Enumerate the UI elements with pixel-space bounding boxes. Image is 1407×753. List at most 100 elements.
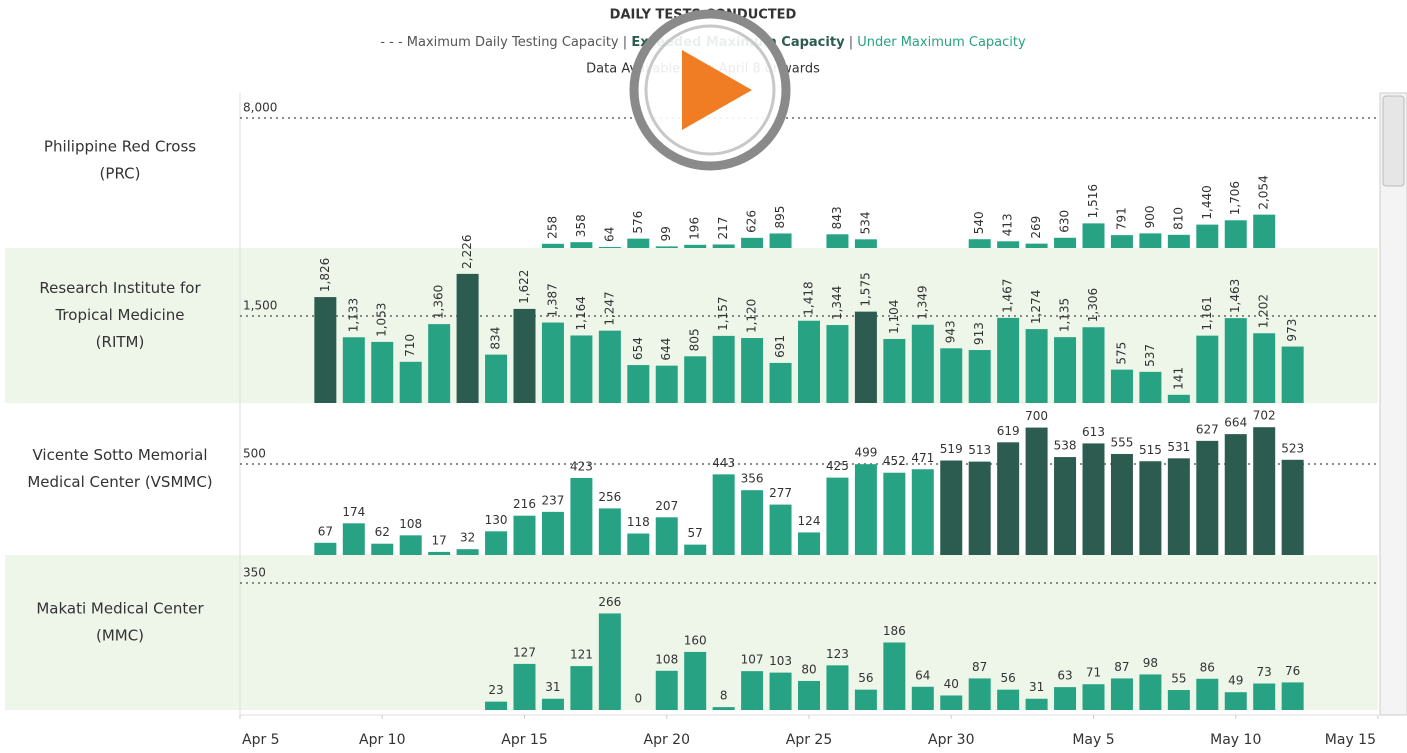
bar bbox=[769, 362, 792, 403]
bar bbox=[570, 477, 593, 555]
bar bbox=[940, 348, 963, 403]
panel-label: Research Institute for bbox=[39, 279, 201, 297]
bar bbox=[513, 308, 536, 403]
value-label: 2,226 bbox=[460, 235, 474, 269]
value-label: 515 bbox=[1139, 443, 1162, 457]
value-label: 843 bbox=[830, 206, 844, 229]
value-label: 1,575 bbox=[858, 272, 872, 306]
bar bbox=[598, 330, 621, 403]
bar bbox=[627, 533, 650, 555]
value-label: 356 bbox=[741, 472, 764, 486]
value-label: 32 bbox=[460, 531, 475, 545]
value-label: 73 bbox=[1257, 665, 1272, 679]
value-label: 555 bbox=[1110, 435, 1133, 449]
value-label: 107 bbox=[741, 653, 764, 667]
bar bbox=[456, 549, 479, 555]
bar bbox=[456, 273, 479, 403]
bar bbox=[940, 695, 963, 710]
value-label: 23 bbox=[488, 683, 503, 697]
value-label: 64 bbox=[915, 668, 930, 682]
bar bbox=[712, 244, 735, 248]
value-label: 196 bbox=[688, 217, 702, 240]
value-label: 710 bbox=[403, 334, 417, 357]
bar bbox=[854, 464, 877, 555]
bar bbox=[655, 670, 678, 710]
scrollbar-thumb[interactable] bbox=[1382, 95, 1405, 187]
bar bbox=[997, 241, 1020, 248]
bar bbox=[1054, 337, 1077, 403]
panel-label: Makati Medical Center bbox=[36, 600, 204, 618]
bar bbox=[911, 324, 934, 403]
bar bbox=[541, 322, 564, 403]
value-label: 1,344 bbox=[830, 286, 844, 320]
bar bbox=[911, 686, 934, 710]
bar bbox=[997, 442, 1020, 555]
value-label: 805 bbox=[688, 328, 702, 351]
bar bbox=[1253, 683, 1276, 710]
value-label: 174 bbox=[342, 505, 365, 519]
value-label: 121 bbox=[570, 648, 593, 662]
bar bbox=[1025, 698, 1048, 710]
value-label: 1,387 bbox=[545, 283, 559, 317]
value-label: 87 bbox=[972, 660, 987, 674]
value-label: 1,104 bbox=[887, 300, 901, 334]
panel-backgrounds bbox=[5, 248, 1378, 710]
value-label: 277 bbox=[769, 486, 792, 500]
value-label: 1,467 bbox=[1001, 279, 1015, 313]
value-label: 664 bbox=[1224, 416, 1247, 430]
bar bbox=[769, 672, 792, 710]
value-label: 358 bbox=[574, 214, 588, 237]
bar bbox=[1139, 371, 1162, 403]
bar bbox=[997, 689, 1020, 710]
value-label: 258 bbox=[545, 216, 559, 239]
value-label: 124 bbox=[798, 514, 821, 528]
bar bbox=[371, 543, 394, 555]
value-label: 8 bbox=[720, 689, 728, 703]
value-label: 40 bbox=[944, 677, 959, 691]
value-label: 103 bbox=[769, 654, 792, 668]
play-inner-ring bbox=[644, 24, 776, 156]
bar bbox=[541, 243, 564, 248]
value-label: 1,706 bbox=[1228, 181, 1242, 215]
bar bbox=[1224, 318, 1247, 403]
bar bbox=[314, 542, 337, 555]
bar bbox=[826, 665, 849, 710]
bar bbox=[1110, 235, 1133, 248]
x-tick-label: Apr 5 bbox=[242, 732, 280, 748]
value-label: 1,135 bbox=[1058, 298, 1072, 332]
value-label: 700 bbox=[1025, 409, 1048, 423]
value-label: 1,202 bbox=[1257, 294, 1271, 328]
play-button[interactable] bbox=[629, 9, 791, 171]
bar bbox=[655, 517, 678, 555]
bar bbox=[940, 460, 963, 555]
legend-reference: - - - Maximum Daily Testing Capacity bbox=[380, 35, 619, 50]
plot: Apr 5 Apr 10 Apr 15 Apr 20 Apr 25 Apr 30 May 5… bbox=[27, 101, 1379, 748]
value-label: 1,826 bbox=[318, 258, 332, 292]
value-label: 127 bbox=[513, 645, 536, 659]
value-label: 1,164 bbox=[574, 296, 588, 330]
bar bbox=[1224, 220, 1247, 248]
value-label: 1,418 bbox=[802, 281, 816, 315]
bar bbox=[598, 508, 621, 555]
bar bbox=[1082, 684, 1105, 710]
value-label: 71 bbox=[1086, 666, 1101, 680]
scrollbar[interactable] bbox=[1379, 92, 1407, 716]
bar bbox=[399, 535, 422, 555]
bar bbox=[883, 642, 906, 710]
bar bbox=[1139, 674, 1162, 710]
value-label: 1,440 bbox=[1200, 185, 1214, 219]
panel-label: (MMC) bbox=[96, 627, 144, 645]
bar bbox=[1082, 327, 1105, 403]
bar bbox=[428, 324, 451, 403]
bar bbox=[1054, 457, 1077, 555]
x-tick-label: May 5 bbox=[1072, 732, 1114, 748]
reference-label: 350 bbox=[243, 565, 266, 579]
bar bbox=[854, 689, 877, 710]
bar bbox=[741, 490, 764, 555]
value-label: 613 bbox=[1082, 425, 1105, 439]
bar bbox=[741, 338, 764, 403]
value-label: 56 bbox=[858, 671, 873, 685]
bar bbox=[968, 350, 991, 403]
bar bbox=[1110, 369, 1133, 403]
value-label: 1,516 bbox=[1086, 184, 1100, 218]
